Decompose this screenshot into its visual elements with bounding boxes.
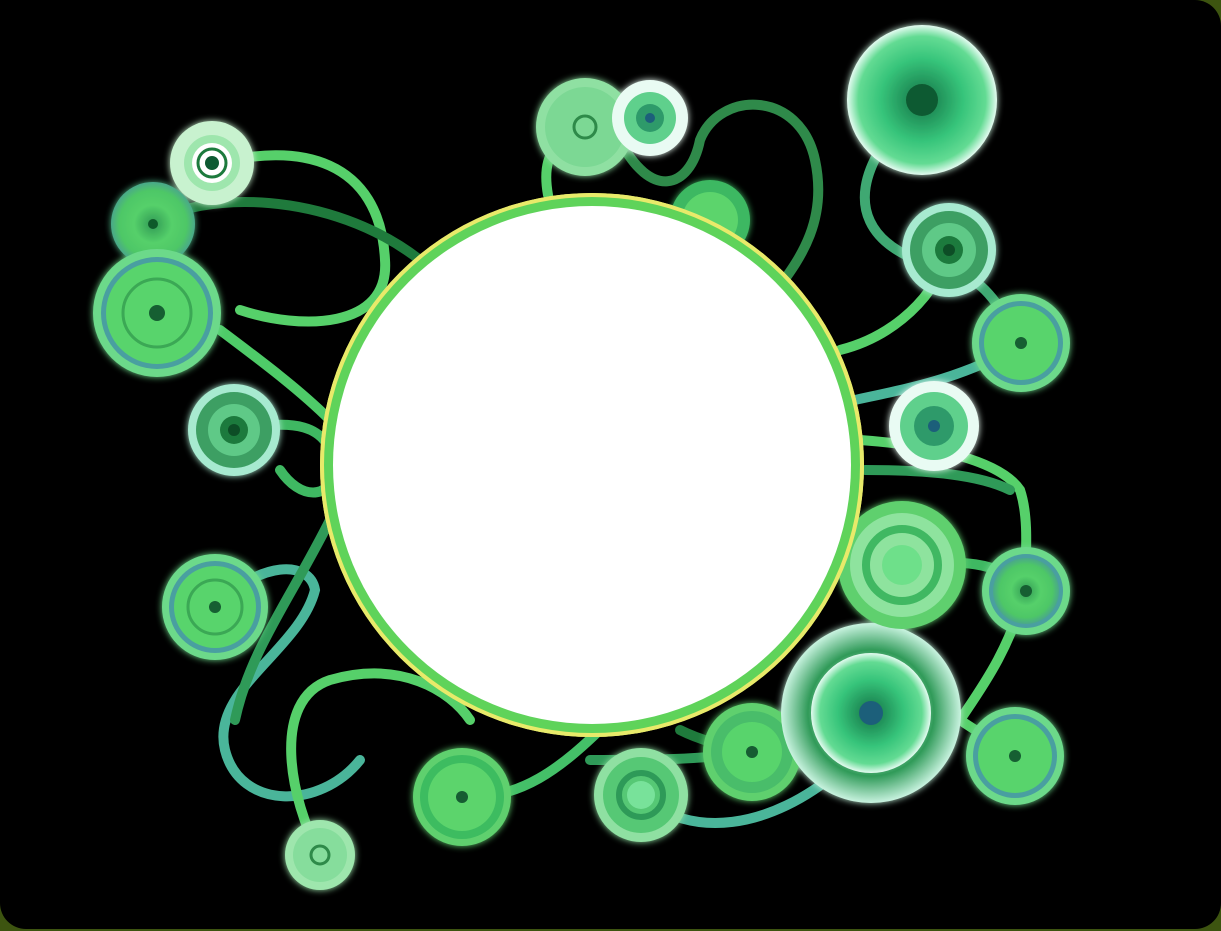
node-bottom-1	[413, 748, 511, 846]
node-bottom-2	[594, 748, 688, 842]
node-left-large	[93, 249, 221, 377]
vine-12	[615, 99, 824, 305]
node-right-2	[902, 203, 996, 297]
node-top-left-small	[170, 121, 254, 205]
node-right-mid-2	[982, 547, 1070, 635]
node-bottom-right-large	[781, 623, 961, 803]
node-right-1	[972, 294, 1070, 392]
node-top-2	[612, 80, 688, 156]
node-left-2	[188, 384, 280, 476]
node-bottom-left-small	[285, 820, 355, 890]
node-right-bottom	[966, 707, 1064, 805]
vine-17	[860, 465, 1015, 495]
node-left-3	[162, 554, 268, 660]
vine-7	[286, 668, 475, 860]
vine-1	[207, 150, 391, 327]
node-bottom-3	[703, 703, 801, 801]
node-left-1	[111, 182, 195, 266]
vine-6	[230, 515, 335, 725]
node-top-1	[536, 78, 634, 176]
center-disc-overlay	[320, 193, 864, 737]
node-top-right-large	[847, 25, 997, 175]
node-right-small-teal	[889, 381, 979, 471]
node-right-target	[838, 501, 966, 629]
vine-3	[215, 325, 335, 425]
